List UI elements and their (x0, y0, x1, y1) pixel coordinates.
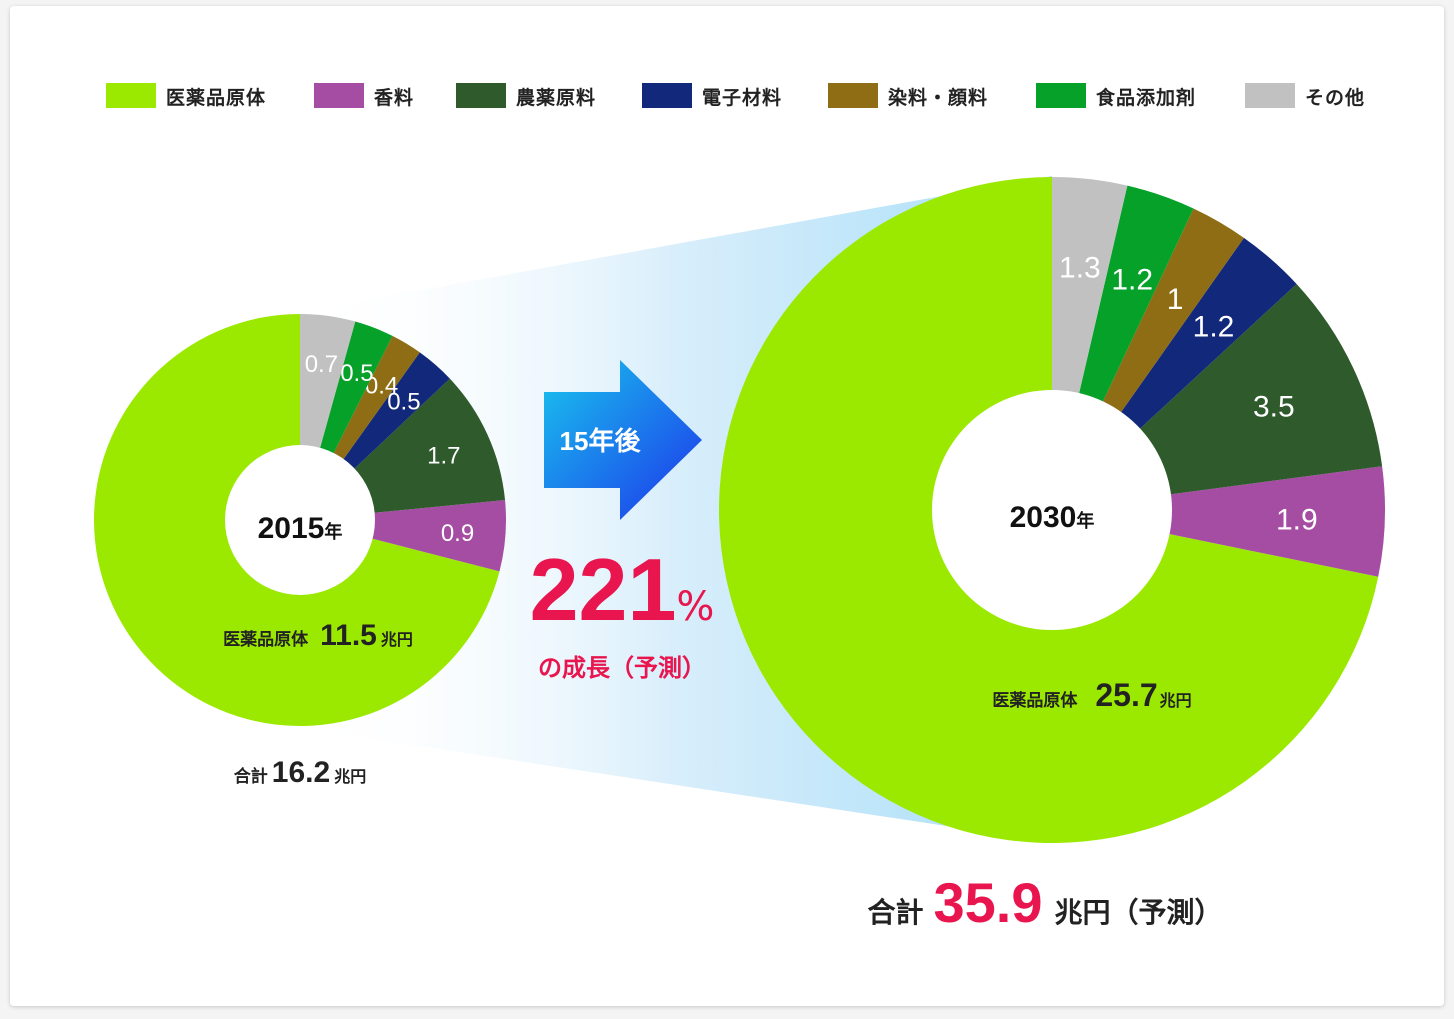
legend-swatch-0 (106, 83, 156, 108)
pie-2030-value-label-2: 3.5 (1253, 391, 1295, 424)
pie-2030-slice-1 (1052, 466, 1386, 577)
growth-caption: の成長（予測） (538, 654, 706, 682)
pie-2030-value-label-5: 1.2 (1111, 263, 1153, 296)
legend-label-6: その他 (1305, 86, 1365, 109)
pie-2030-value-label-6: 1.3 (1059, 251, 1101, 284)
legend-swatch-5 (1036, 83, 1086, 108)
legend-swatch-4 (828, 83, 878, 108)
legend-swatch-2 (456, 83, 506, 108)
pie-2015-center-label: 2015年 (258, 512, 343, 545)
pie-2015-hole (225, 445, 375, 595)
legend-label-3: 電子材料 (702, 86, 782, 109)
legend-swatch-6 (1245, 83, 1295, 108)
pie-2030-main-label: 医薬品原体 25.7 兆円 (992, 677, 1191, 713)
legend-label-4: 染料・顔料 (888, 86, 988, 109)
legend: 医薬品原体 香料 農薬原料 電子材料 染料・顔料 食品添加剤 その他 (106, 83, 1365, 109)
arrow-label: 15年後 (560, 426, 642, 456)
pie-2030-total: 合計 35.9 兆円（予測） (867, 871, 1222, 934)
pie-2015-value-label-2: 1.7 (427, 442, 460, 469)
legend-label-5: 食品添加剤 (1096, 86, 1196, 109)
pie-2015-main-label: 医薬品原体 11.5 兆円 (223, 619, 413, 652)
pie-2030-center-label: 2030年 (1010, 501, 1095, 534)
growth-arrow-icon (544, 360, 702, 520)
pie-2015-value-label-1: 0.9 (441, 520, 474, 547)
legend-label-1: 香料 (373, 86, 414, 109)
pie-2030-hole (932, 390, 1172, 630)
legend-label-0: 医薬品原体 (166, 86, 266, 109)
pie-2015-total: 合計 16.2 兆円 (234, 756, 366, 789)
pie-2030-value-label-3: 1.2 (1193, 311, 1235, 344)
pie-2030-value-label-1: 1.9 (1276, 503, 1318, 536)
legend-swatch-1 (314, 83, 364, 108)
growth-percent: 221% (530, 540, 715, 639)
pie-2015-value-label-3: 0.5 (387, 389, 420, 416)
pie-2015-value-label-5: 0.5 (340, 360, 373, 387)
legend-swatch-3 (642, 83, 692, 108)
pie-2030-value-label-4: 1 (1167, 283, 1184, 316)
legend-label-2: 農薬原料 (516, 86, 596, 109)
pie-2015-value-label-6: 0.7 (305, 351, 338, 378)
